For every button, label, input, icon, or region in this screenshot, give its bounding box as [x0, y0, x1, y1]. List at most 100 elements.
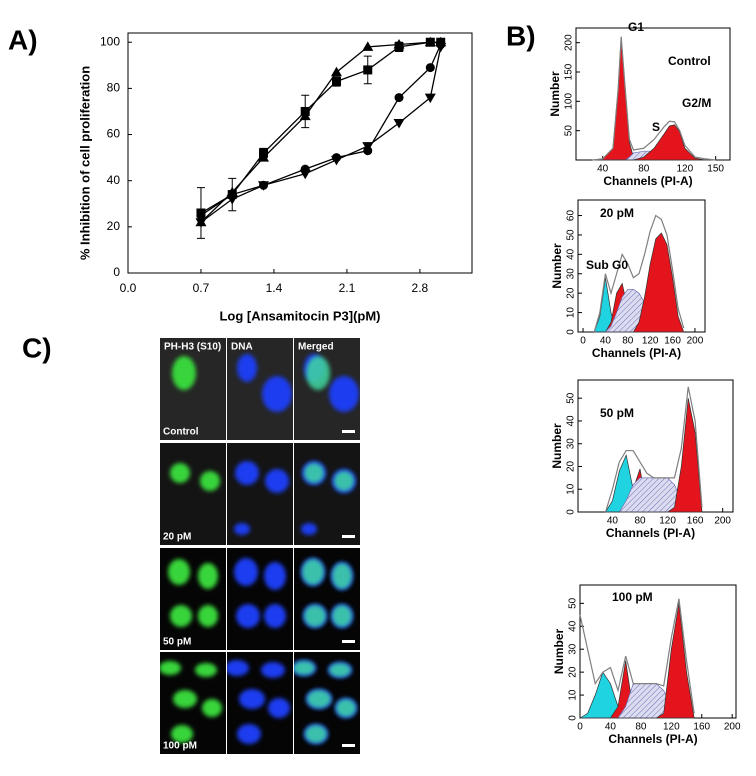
x-tick-label: 80: [634, 516, 646, 527]
y-tick-label: 40: [566, 415, 577, 427]
x-tick-label: 160: [664, 336, 681, 347]
y-tick-label: 40: [568, 620, 579, 632]
x-tick-label: 2.1: [339, 281, 356, 295]
micrograph-bg: [160, 548, 226, 650]
stain: [170, 463, 190, 483]
annotation: S: [652, 120, 660, 134]
x-axis-label: Channels (PI-A): [603, 174, 692, 188]
micrograph: DNA: [227, 338, 293, 440]
x-tick-label: 0.7: [193, 281, 210, 295]
y-tick-label: 50: [566, 392, 577, 404]
micrograph: Merged: [294, 338, 360, 440]
marker: [425, 63, 435, 73]
y-tick-label: 60: [107, 127, 121, 141]
histogram-curve: [579, 598, 695, 714]
y-tick-label: 20: [568, 666, 579, 678]
scale-bar: [342, 640, 355, 643]
stain: [173, 690, 197, 708]
annotation: G1: [628, 20, 644, 34]
y-tick-label: 100: [564, 93, 575, 110]
nucleus: [235, 461, 259, 485]
x-tick-label: 0.0: [120, 281, 137, 295]
micrograph: [227, 652, 293, 754]
stain: [307, 690, 331, 708]
y-tick-label: 40: [566, 248, 577, 260]
x-tick-label: 120: [642, 336, 659, 347]
micrograph: PH-H3 (S10) Control: [160, 338, 226, 440]
micrograph: [294, 652, 360, 754]
y-tick-label: 10: [568, 689, 579, 701]
marker: [362, 142, 374, 152]
series-line: [200, 44, 442, 216]
chart: 0 40 80 120 160 200 0 10 20 30 40 50 60 Channels (PI-…: [550, 199, 706, 360]
x-tick-label: 160: [687, 516, 704, 527]
marker: [435, 42, 447, 53]
annotation: Control: [668, 54, 711, 68]
x-tick-label: 2.8: [412, 281, 429, 295]
stain: [202, 699, 222, 717]
annotation: 50 pM: [600, 406, 634, 420]
stain: [334, 471, 354, 491]
marker: [330, 66, 342, 77]
micrograph: [227, 548, 293, 650]
stain: [168, 559, 190, 585]
stain: [200, 471, 220, 491]
stain: [304, 463, 324, 483]
chart: 0.0 0.7 1.4 2.1 2.8 0 20 40 60 80 100 Log [Ansamito…: [77, 32, 473, 323]
y-tick-label: 20: [107, 219, 121, 233]
panel-label: B): [506, 20, 536, 51]
marker: [226, 195, 238, 205]
marker: [362, 41, 374, 51]
y-tick-label: 0: [113, 265, 120, 279]
micrograph-bg: [160, 443, 226, 545]
marker: [393, 119, 405, 129]
x-axis-label: Channels (PI-A): [608, 732, 697, 746]
histogram-component: [605, 398, 703, 513]
y-tick-label: 40: [107, 173, 121, 187]
x-tick-label: 40: [597, 164, 609, 175]
x-tick-label: 200: [687, 336, 704, 347]
stain: [195, 663, 217, 677]
nucleus: [262, 376, 292, 412]
column-label: PH-H3 (S10): [164, 342, 221, 353]
nucleus: [239, 689, 265, 709]
marker: [424, 93, 436, 104]
nucleus: [264, 604, 286, 628]
micrograph: 50 pM: [160, 548, 226, 650]
marker: [195, 218, 207, 228]
marker: [330, 155, 342, 166]
stain: [332, 563, 352, 589]
y-axis-label: Number: [550, 423, 564, 469]
x-tick-label: 80: [638, 164, 650, 175]
row-label: 100 pM: [163, 741, 197, 752]
y-tick-label: 30: [568, 643, 579, 655]
column-label: DNA: [231, 342, 253, 353]
x-tick-label: 40: [605, 722, 617, 733]
x-tick-label: 0: [577, 722, 583, 733]
histogram-component: [594, 232, 685, 333]
stain: [198, 563, 218, 589]
annotation: Sub G0: [586, 258, 628, 272]
annotation: G2/M: [682, 96, 711, 110]
nucleus: [234, 558, 258, 586]
nucleus: [264, 562, 286, 590]
annotation: 100 pM: [612, 590, 653, 604]
marker: [259, 148, 269, 158]
marker: [363, 65, 373, 75]
annotation: 20 pM: [600, 206, 634, 220]
nucleus: [234, 523, 250, 535]
marker: [299, 169, 311, 180]
marker: [331, 76, 341, 86]
micrograph: 100 pM: [160, 652, 226, 754]
column-label: Merged: [298, 342, 334, 353]
y-tick-label: 150: [564, 63, 575, 80]
marker: [196, 210, 206, 220]
stain: [304, 605, 326, 627]
nucleus: [227, 660, 249, 676]
stain: [198, 605, 218, 627]
micrograph-bg: [160, 338, 226, 440]
scale-bar: [342, 430, 355, 433]
nucleus: [268, 698, 290, 718]
panel-label: A): [8, 24, 38, 55]
